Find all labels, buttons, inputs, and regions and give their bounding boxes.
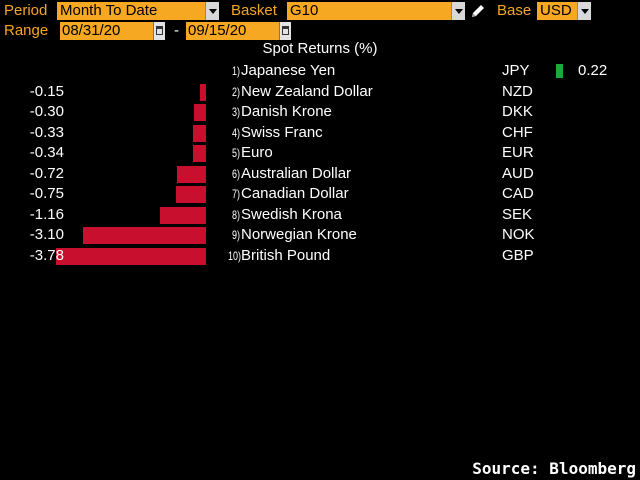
currency-code: CHF (502, 123, 533, 141)
currency-code: CAD (502, 185, 534, 202)
currency-name: Canadian Dollar (241, 185, 349, 202)
calendar-icon[interactable] (279, 22, 291, 40)
table-row: 10) British Pound GBP -3.78 (0, 246, 640, 266)
bar-negative (194, 104, 206, 121)
row-rank: 1) (231, 64, 240, 78)
bar-negative (192, 145, 206, 162)
currency-name: Danish Krone (241, 103, 332, 120)
basket-dropdown-icon[interactable] (451, 2, 465, 20)
row-rank: 2) (231, 84, 240, 99)
table-row: 5) Euro EUR -0.34 (0, 143, 640, 163)
currency-code: JPY (502, 62, 530, 79)
table-row: 4) Swiss Franc CHF -0.33 (0, 123, 640, 143)
currency-code: AUD (502, 164, 534, 182)
row-rank: 5) (231, 146, 240, 160)
calendar-icon[interactable] (153, 22, 165, 40)
bar-negative (159, 206, 206, 224)
bar-negative (176, 186, 206, 203)
bar-positive (556, 64, 563, 78)
range-start-input[interactable]: 08/31/20 (60, 22, 153, 40)
bar-negative (200, 83, 206, 101)
value-label: -0.72 (29, 164, 64, 182)
currency-name: Swedish Krona (241, 205, 342, 223)
currency-code: SEK (502, 205, 533, 223)
table-row: 9) Norwegian Krone NOK -3.10 (0, 225, 640, 245)
table-row: 2) New Zealand Dollar NZD -0.15 (0, 82, 640, 102)
currency-name: Norwegian Krone (241, 226, 357, 243)
chart-title: Spot Returns (%) (262, 40, 378, 57)
bar-negative (177, 165, 206, 183)
row-rank: 9) (231, 228, 240, 242)
value-label: -0.30 (29, 103, 64, 120)
basket-select[interactable]: G10 (287, 2, 453, 20)
value-label: -0.34 (29, 144, 64, 161)
table-row: 1) Japanese Yen JPY 0.22 (0, 61, 640, 81)
currency-name: British Pound (241, 246, 331, 264)
bar-negative (56, 247, 206, 265)
currency-name: Japanese Yen (241, 62, 336, 79)
currency-code: DKK (502, 103, 533, 120)
row-rank: 6) (231, 166, 240, 181)
table-row: 6) Australian Dollar AUD -0.72 (0, 164, 640, 184)
pencil-icon[interactable] (470, 3, 486, 19)
value-label: -0.75 (29, 185, 64, 202)
row-rank: 8) (231, 207, 240, 222)
period-dropdown-icon[interactable] (205, 2, 219, 20)
currency-code: GBP (502, 246, 534, 264)
row-rank: 7) (231, 187, 240, 201)
period-label: Period (4, 2, 48, 19)
row-rank: 10) (228, 248, 242, 263)
base-label: Base (497, 2, 532, 19)
row-rank: 3) (231, 105, 240, 119)
currency-code: NZD (502, 82, 533, 100)
range-label: Range (4, 22, 49, 39)
currency-name: New Zealand Dollar (241, 82, 373, 100)
range-end-input[interactable]: 09/15/20 (186, 22, 279, 40)
range-separator: - (174, 22, 179, 39)
currency-name: Swiss Franc (241, 123, 323, 141)
value-label: 0.22 (578, 62, 608, 79)
currency-code: EUR (502, 144, 534, 161)
currency-name: Euro (241, 144, 273, 161)
bar-negative (192, 124, 206, 142)
table-row: 7) Canadian Dollar CAD -0.75 (0, 184, 640, 204)
table-row: 3) Danish Krone DKK -0.30 (0, 102, 640, 122)
value-label: -0.33 (29, 123, 64, 141)
value-label: -3.10 (29, 226, 64, 243)
row-rank: 4) (231, 125, 240, 140)
bar-negative (82, 227, 206, 244)
table-row: 8) Swedish Krona SEK -1.16 (0, 205, 640, 225)
value-label: -1.16 (29, 205, 64, 223)
base-select[interactable]: USD (537, 2, 578, 20)
value-label: -3.78 (29, 246, 64, 264)
currency-code: NOK (502, 226, 535, 243)
currency-name: Australian Dollar (241, 164, 352, 182)
base-dropdown-icon[interactable] (577, 2, 591, 20)
period-select[interactable]: Month To Date (57, 2, 207, 20)
source-credit: Source: Bloomberg (472, 459, 636, 478)
value-label: -0.15 (29, 82, 64, 100)
basket-label: Basket (231, 2, 277, 19)
